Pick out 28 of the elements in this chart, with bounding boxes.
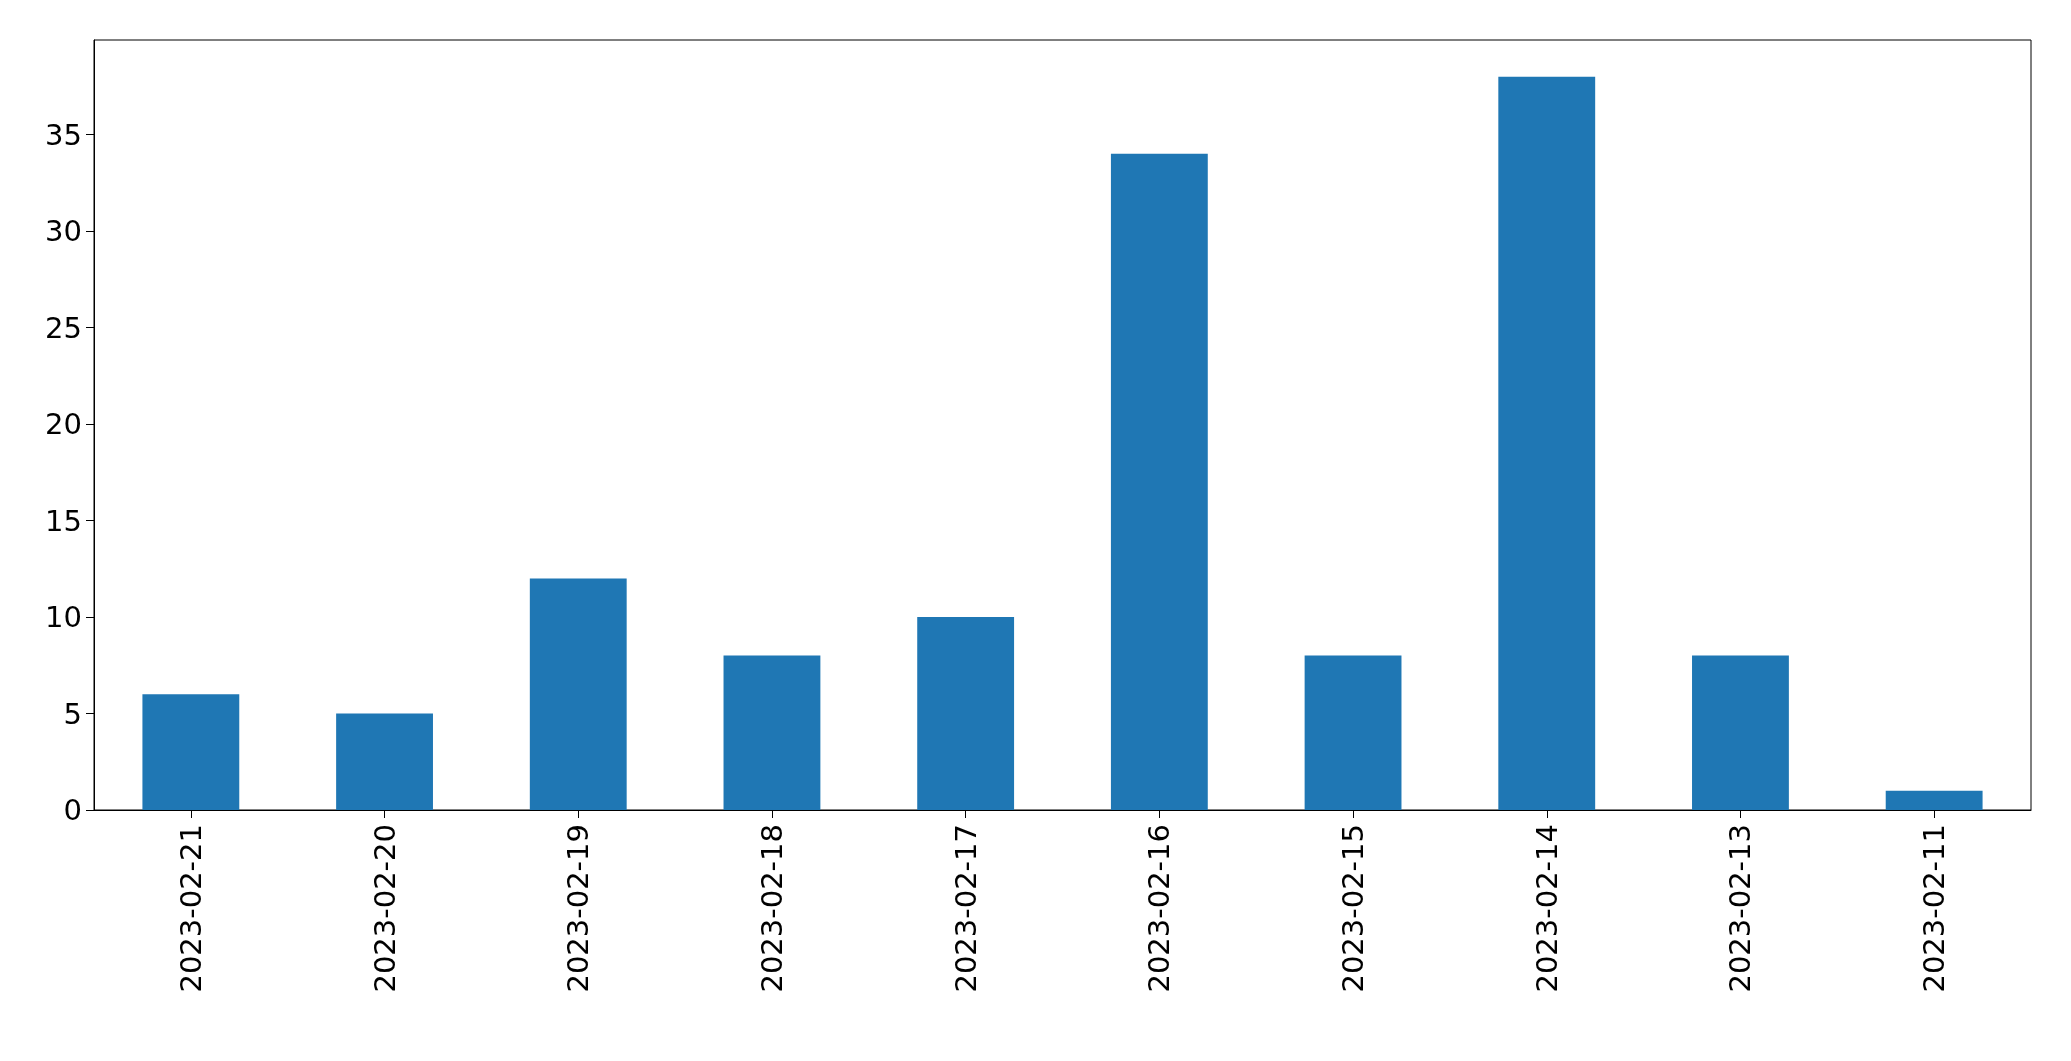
x-tick-label: 2023-02-13 xyxy=(1723,824,1758,993)
x-tick-label: 2023-02-16 xyxy=(1142,824,1177,993)
bar xyxy=(917,617,1015,810)
bar xyxy=(529,578,627,810)
bar xyxy=(1692,655,1789,810)
x-tick-label: 2023-02-17 xyxy=(948,824,983,993)
x-tick-label: 2023-02-19 xyxy=(561,824,596,993)
x-tick-label: 2023-02-14 xyxy=(1529,824,1564,993)
x-tick-label: 2023-02-15 xyxy=(1336,824,1371,993)
y-tick-label: 10 xyxy=(45,600,82,635)
bar xyxy=(1498,76,1596,810)
x-tick-label: 2023-02-21 xyxy=(173,824,208,993)
bar xyxy=(723,655,821,810)
y-tick-label: 35 xyxy=(45,117,82,152)
y-tick-label: 20 xyxy=(45,407,82,442)
bar xyxy=(1110,153,1208,810)
x-tick-label: 2023-02-20 xyxy=(367,824,402,993)
bar xyxy=(142,694,240,810)
y-tick-label: 15 xyxy=(45,503,82,538)
bar xyxy=(1304,655,1402,810)
x-tick-label: 2023-02-18 xyxy=(754,824,789,993)
bar xyxy=(336,713,433,810)
x-tick-label: 2023-02-11 xyxy=(1917,824,1952,993)
y-tick-label: 5 xyxy=(63,696,82,731)
bar xyxy=(1885,790,1983,810)
y-tick-label: 0 xyxy=(63,793,82,827)
y-tick-label: 30 xyxy=(45,214,82,249)
y-tick-label: 25 xyxy=(45,310,82,345)
